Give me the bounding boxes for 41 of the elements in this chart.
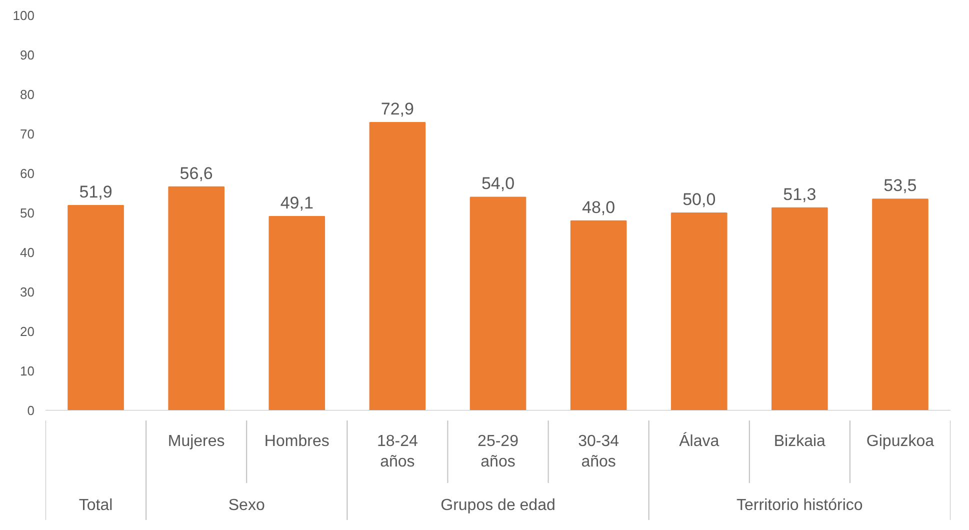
y-tick-label: 40 — [20, 245, 35, 260]
y-tick-label: 100 — [12, 8, 35, 23]
data-label: 51,9 — [79, 182, 112, 202]
x-tick-label: 18-24 años — [376, 433, 418, 470]
y-tick-label: 10 — [20, 364, 35, 378]
y-tick-label: 30 — [20, 284, 35, 300]
bar — [268, 216, 326, 410]
bar — [470, 196, 526, 410]
bar — [168, 186, 224, 410]
y-tick-label: 0 — [27, 403, 35, 418]
x-tick-label: Bizkaia — [774, 433, 826, 450]
text: Sexo — [228, 497, 265, 514]
y-tick-label: 20 — [20, 324, 35, 339]
x-tick-label: 30-34 años — [578, 433, 620, 470]
y-tick-label: 60 — [20, 166, 35, 181]
bar — [570, 220, 627, 410]
data-label: 54,0 — [481, 174, 515, 194]
x-tick-label: 25-29 años — [478, 433, 519, 470]
text: Total — [78, 497, 113, 514]
data-label: 49,1 — [280, 194, 314, 213]
y-tick-label: 70 — [20, 126, 35, 142]
data-label: 50,0 — [682, 190, 716, 209]
text: Grupos de edad — [440, 497, 556, 514]
bar — [670, 212, 728, 410]
data-label: 48,0 — [582, 198, 616, 217]
y-tick-label: 50 — [20, 206, 35, 220]
x-tick-label: Mujeres — [168, 433, 225, 450]
data-label: 53,5 — [884, 176, 917, 196]
y-tick-label: 80 — [20, 87, 35, 102]
data-label: 56,6 — [180, 164, 213, 183]
y-tick-label: 90 — [20, 48, 35, 62]
bar — [872, 198, 928, 410]
x-tick-label: Álava — [679, 432, 720, 450]
bar — [68, 204, 124, 410]
data-label: 51,3 — [783, 184, 816, 204]
x-tick-label: Hombres — [264, 433, 330, 450]
bar — [369, 122, 426, 410]
data-label: 72,9 — [380, 100, 414, 119]
bar — [772, 207, 828, 410]
x-tick-label: Gipuzkoa — [866, 433, 934, 450]
text: Territorio histórico — [736, 497, 863, 514]
